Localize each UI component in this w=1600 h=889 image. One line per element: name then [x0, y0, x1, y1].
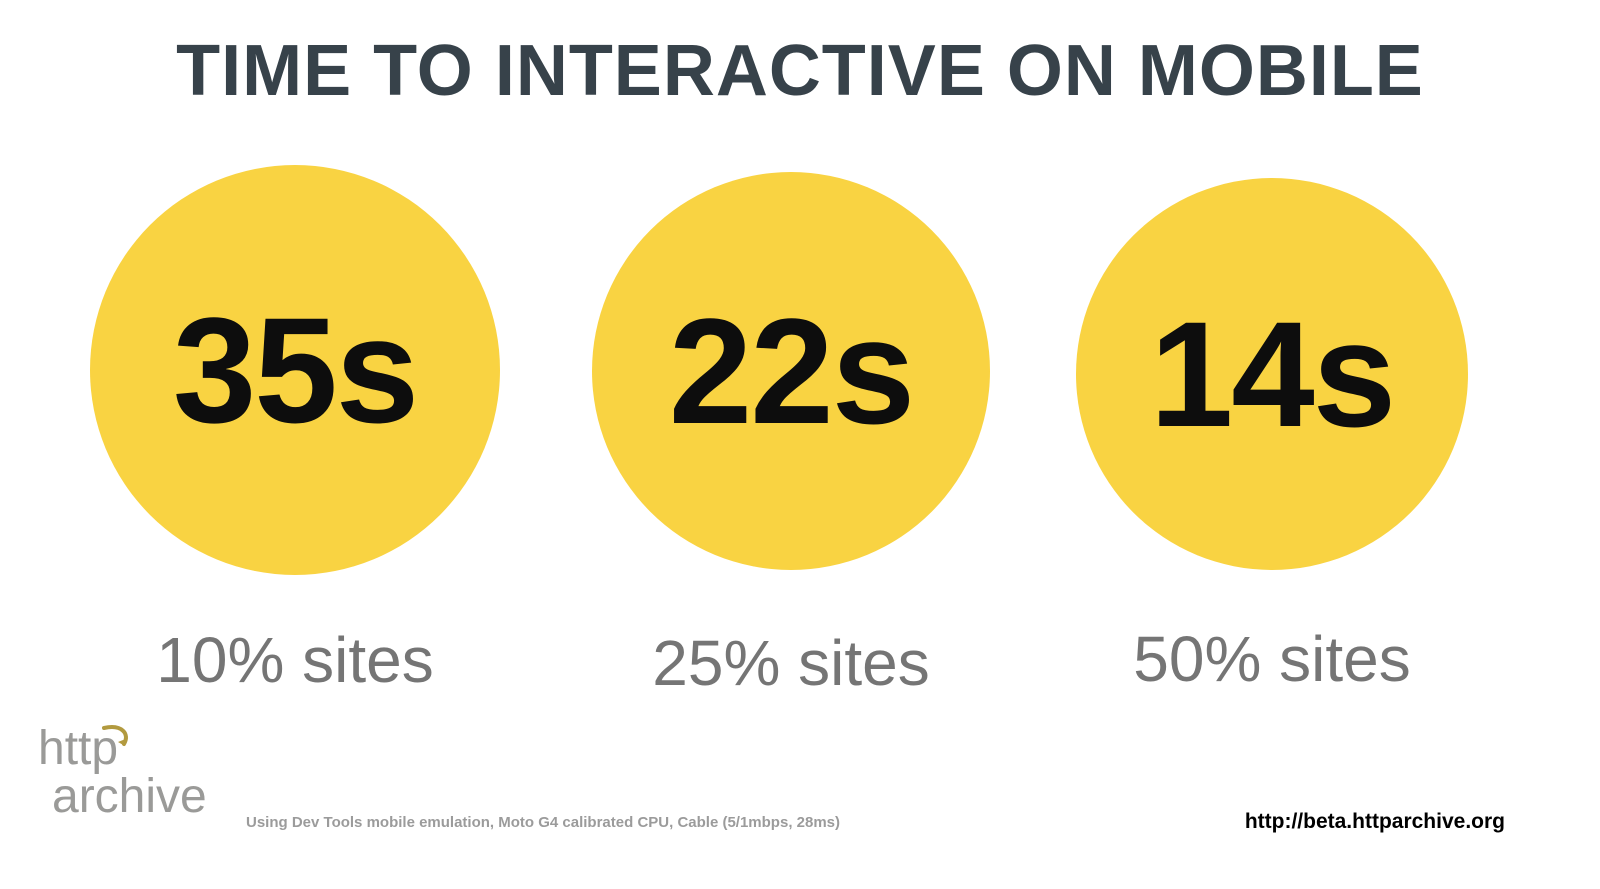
stat-value: 14s [1149, 289, 1396, 458]
httparchive-logo: http archive [38, 725, 207, 823]
stat-circle: 14s [1076, 178, 1468, 570]
stat-label: 25% sites [652, 627, 930, 699]
logo-line1: http [38, 722, 119, 775]
stat-label: 50% sites [1133, 623, 1411, 695]
page-title: TIME TO INTERACTIVE ON MOBILE [176, 31, 1424, 111]
logo-line2: archive [52, 769, 207, 823]
stat-circle: 35s [90, 165, 500, 575]
stat-value: 35s [172, 285, 419, 454]
logo-text-http: http [38, 725, 129, 773]
stat-circle: 22s [592, 172, 990, 570]
stat-block-10pct: 35s 10% sites [90, 165, 500, 697]
stat-block-50pct: 14s 50% sites [1076, 178, 1468, 696]
logo-swoosh-icon [102, 725, 129, 746]
stat-block-25pct: 22s 25% sites [592, 172, 990, 700]
stat-value: 22s [668, 286, 915, 455]
footnote-text: Using Dev Tools mobile emulation, Moto G… [246, 814, 841, 831]
stat-label: 10% sites [156, 624, 434, 696]
site-url: http://beta.httparchive.org [1244, 810, 1505, 833]
